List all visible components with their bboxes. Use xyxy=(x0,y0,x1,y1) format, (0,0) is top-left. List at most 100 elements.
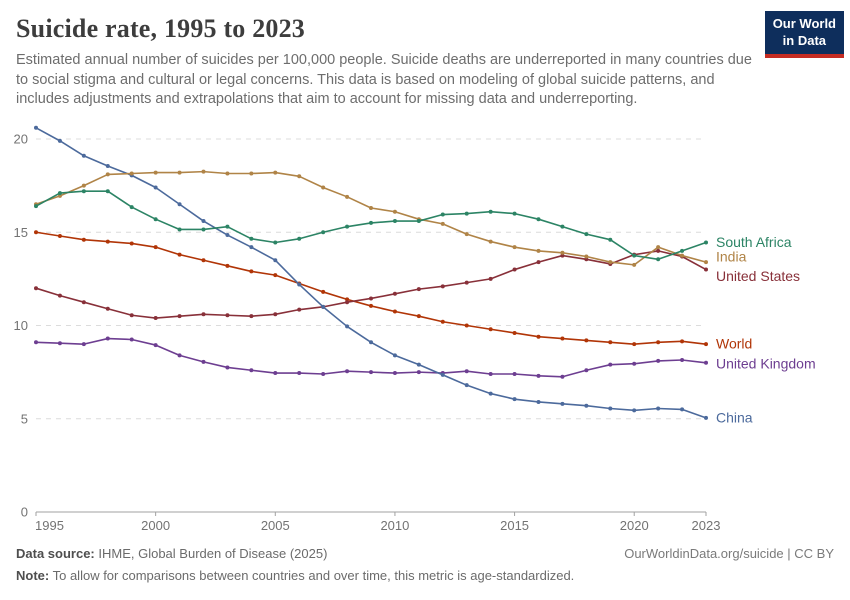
data-point-india-2007[interactable] xyxy=(321,185,326,190)
data-point-south-africa-2011[interactable] xyxy=(416,219,421,224)
data-point-south-africa-1997[interactable] xyxy=(81,189,86,194)
data-point-china-2019[interactable] xyxy=(608,406,613,411)
data-point-united-states-2004[interactable] xyxy=(249,314,254,319)
data-point-united-states-1997[interactable] xyxy=(81,300,86,305)
data-point-world-1999[interactable] xyxy=(129,241,134,246)
data-point-united-states-2013[interactable] xyxy=(464,280,469,285)
data-point-world-2023[interactable] xyxy=(704,342,708,347)
data-point-united-kingdom-2017[interactable] xyxy=(560,374,565,379)
data-point-united-states-2001[interactable] xyxy=(177,314,182,319)
data-point-united-kingdom-2000[interactable] xyxy=(153,343,158,348)
data-point-india-2022[interactable] xyxy=(680,253,685,258)
data-point-world-2016[interactable] xyxy=(536,334,541,339)
data-point-india-2009[interactable] xyxy=(369,206,373,211)
data-point-world-2007[interactable] xyxy=(321,289,326,294)
data-point-india-1999[interactable] xyxy=(129,171,134,176)
data-point-united-kingdom-2016[interactable] xyxy=(536,373,541,378)
data-point-china-2011[interactable] xyxy=(416,362,421,367)
data-point-world-2013[interactable] xyxy=(464,323,469,328)
data-point-united-kingdom-2003[interactable] xyxy=(225,365,230,370)
data-point-world-2018[interactable] xyxy=(584,338,589,343)
data-point-united-states-1996[interactable] xyxy=(57,293,62,298)
data-point-china-2012[interactable] xyxy=(440,372,445,377)
data-point-united-kingdom-2019[interactable] xyxy=(608,362,613,367)
data-point-united-states-2017[interactable] xyxy=(560,253,565,258)
data-point-india-2003[interactable] xyxy=(225,171,230,176)
data-point-south-africa-2012[interactable] xyxy=(440,212,445,217)
series-line-world[interactable] xyxy=(35,231,707,345)
data-point-india-2015[interactable] xyxy=(512,245,517,250)
data-point-world-2003[interactable] xyxy=(225,263,230,268)
data-point-china-2017[interactable] xyxy=(560,401,565,406)
data-point-united-kingdom-2006[interactable] xyxy=(297,371,302,376)
data-point-china-2002[interactable] xyxy=(201,219,206,224)
data-point-south-africa-2018[interactable] xyxy=(584,232,589,237)
data-point-world-1998[interactable] xyxy=(105,239,110,244)
data-point-united-kingdom-2008[interactable] xyxy=(345,369,350,374)
data-point-world-2009[interactable] xyxy=(369,303,373,308)
data-point-china-2023[interactable] xyxy=(704,415,708,420)
data-point-china-2004[interactable] xyxy=(249,245,254,250)
data-point-india-2018[interactable] xyxy=(584,254,589,259)
data-point-united-states-2021[interactable] xyxy=(656,248,661,253)
data-point-south-africa-2005[interactable] xyxy=(273,240,278,245)
data-point-india-2021[interactable] xyxy=(656,245,661,250)
data-point-united-kingdom-2023[interactable] xyxy=(704,360,708,365)
data-point-china-2015[interactable] xyxy=(512,397,517,402)
data-point-world-2020[interactable] xyxy=(632,342,637,347)
data-point-south-africa-2019[interactable] xyxy=(608,237,613,242)
data-point-india-1998[interactable] xyxy=(105,172,110,177)
data-point-south-africa-1998[interactable] xyxy=(105,189,110,194)
data-point-united-states-2015[interactable] xyxy=(512,267,517,272)
data-point-united-kingdom-1995[interactable] xyxy=(34,340,38,345)
data-point-united-states-1995[interactable] xyxy=(34,286,38,291)
data-point-united-kingdom-1999[interactable] xyxy=(129,337,134,342)
data-point-south-africa-2013[interactable] xyxy=(464,211,469,216)
data-point-united-states-2000[interactable] xyxy=(153,316,158,321)
data-point-china-2022[interactable] xyxy=(680,407,685,412)
data-point-china-2010[interactable] xyxy=(392,353,397,358)
data-point-south-africa-1999[interactable] xyxy=(129,205,134,210)
data-point-south-africa-1996[interactable] xyxy=(57,191,62,196)
data-point-india-2013[interactable] xyxy=(464,232,469,237)
data-point-united-kingdom-2005[interactable] xyxy=(273,371,278,376)
data-point-south-africa-2006[interactable] xyxy=(297,236,302,241)
data-point-india-2006[interactable] xyxy=(297,174,302,179)
data-point-united-kingdom-2013[interactable] xyxy=(464,369,469,374)
data-point-china-2006[interactable] xyxy=(297,282,302,287)
data-point-united-states-1998[interactable] xyxy=(105,306,110,311)
data-point-united-states-2008[interactable] xyxy=(345,300,350,305)
data-point-south-africa-2003[interactable] xyxy=(225,224,230,229)
data-point-united-states-2009[interactable] xyxy=(369,296,373,301)
data-point-world-2001[interactable] xyxy=(177,252,182,257)
data-point-united-states-1999[interactable] xyxy=(129,313,134,318)
data-point-south-africa-2017[interactable] xyxy=(560,224,565,229)
data-point-united-states-2003[interactable] xyxy=(225,313,230,318)
data-point-world-2014[interactable] xyxy=(488,327,493,332)
data-point-china-2020[interactable] xyxy=(632,408,637,413)
data-point-china-2018[interactable] xyxy=(584,403,589,408)
data-point-united-kingdom-2022[interactable] xyxy=(680,358,685,363)
data-point-china-2001[interactable] xyxy=(177,202,182,207)
data-point-united-kingdom-2011[interactable] xyxy=(416,370,421,375)
data-point-south-africa-1995[interactable] xyxy=(34,204,38,209)
data-point-united-kingdom-2020[interactable] xyxy=(632,361,637,366)
data-point-south-africa-2020[interactable] xyxy=(632,253,637,258)
data-point-united-states-2010[interactable] xyxy=(392,291,397,296)
data-point-south-africa-2023[interactable] xyxy=(704,240,708,245)
data-point-united-states-2002[interactable] xyxy=(201,312,206,317)
data-point-india-2010[interactable] xyxy=(392,209,397,214)
data-point-india-2020[interactable] xyxy=(632,262,637,267)
data-point-south-africa-2004[interactable] xyxy=(249,236,254,241)
data-point-south-africa-2015[interactable] xyxy=(512,211,517,216)
data-point-united-kingdom-2002[interactable] xyxy=(201,359,206,364)
footer-credit-link[interactable]: OurWorldinData.org/suicide | CC BY xyxy=(624,546,834,561)
data-point-south-africa-2000[interactable] xyxy=(153,217,158,222)
data-point-united-kingdom-2009[interactable] xyxy=(369,370,373,375)
data-point-world-2015[interactable] xyxy=(512,330,517,335)
data-point-united-kingdom-1996[interactable] xyxy=(57,341,62,346)
data-point-south-africa-2002[interactable] xyxy=(201,227,206,232)
data-point-world-2005[interactable] xyxy=(273,273,278,278)
data-point-world-1995[interactable] xyxy=(34,230,38,235)
data-point-india-2001[interactable] xyxy=(177,170,182,175)
